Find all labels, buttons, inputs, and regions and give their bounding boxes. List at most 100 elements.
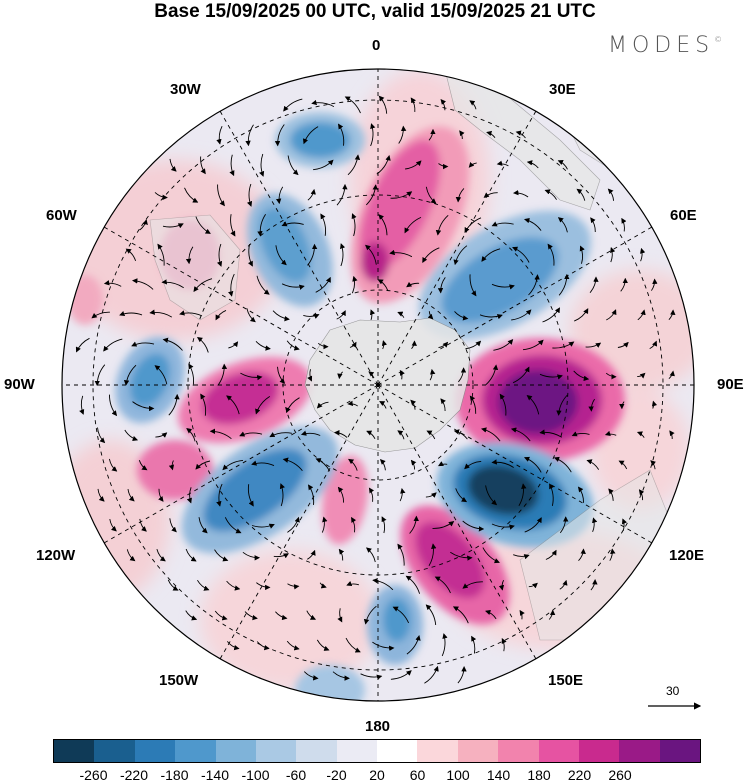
wind-vector-arrow	[154, 192, 168, 201]
wind-vector-arrow	[259, 153, 265, 177]
wind-vector-arrow	[424, 665, 439, 684]
wind-vector-arrow	[405, 575, 421, 594]
colorbar-tick-label: -140	[200, 767, 230, 783]
wind-vector-arrow	[269, 432, 292, 438]
wind-vector-arrow	[195, 460, 211, 470]
wind-vector-arrow	[198, 517, 208, 534]
wind-vector-arrow	[300, 430, 321, 436]
wind-vector-arrow	[590, 579, 598, 591]
wind-vector-arrow	[485, 485, 498, 506]
wind-vector-arrow	[574, 308, 589, 322]
wind-vector-arrow	[251, 460, 275, 467]
wind-vector-arrow	[307, 243, 318, 266]
wind-vector-arrow	[230, 214, 236, 237]
wind-vector-arrow	[321, 516, 328, 533]
wind-vector-arrow	[229, 154, 235, 177]
map-boundary	[61, 68, 695, 702]
wind-vector-arrow	[425, 492, 437, 498]
wind-vector-arrow	[485, 609, 497, 620]
wind-vector-arrow	[245, 124, 254, 147]
wind-vector-arrow	[239, 431, 263, 437]
wind-vector-arrow	[491, 283, 515, 290]
wind-vector-arrow	[103, 338, 123, 352]
wind-vector-arrow	[256, 641, 270, 651]
wind-vector-arrow	[275, 611, 288, 621]
wind-vector-arrow	[338, 548, 345, 561]
wind-vector-arrow	[351, 213, 357, 237]
wind-vector-arrow	[440, 398, 446, 412]
wind-vector-arrow	[340, 243, 346, 267]
colorbar-swatch	[659, 740, 700, 762]
colorbar	[53, 739, 701, 763]
wind-vector-arrow	[399, 369, 405, 380]
wind-vector-arrow	[378, 95, 388, 114]
wind-vector-arrow	[620, 277, 628, 292]
lon-label-150e: 150E	[548, 672, 584, 689]
wind-vector-arrow	[471, 635, 477, 654]
wind-vector-arrow	[437, 277, 446, 294]
wind-vector-arrow	[197, 579, 210, 591]
wind-vector-arrow	[559, 579, 568, 590]
wind-vector-arrow	[334, 429, 348, 438]
wind-vector-arrow	[246, 183, 253, 207]
wind-vector-arrow	[422, 247, 440, 263]
wind-vector-arrow	[240, 372, 263, 381]
wind-vector-arrow	[397, 543, 405, 566]
wind-vector-arrow	[512, 366, 530, 384]
wind-vector-arrow	[287, 155, 299, 176]
wind-vector-arrow	[513, 189, 529, 198]
colorbar-tick-label: -20	[326, 767, 347, 783]
wind-vector-arrow	[348, 458, 358, 471]
wind-vector-arrow	[498, 579, 505, 591]
wind-vector-arrow	[650, 460, 657, 470]
wind-vector-arrow	[315, 458, 331, 472]
wind-vector-arrow	[450, 551, 473, 561]
colorbar-swatch	[255, 740, 297, 762]
wind-vector-arrow	[366, 430, 376, 440]
wind-vector-arrow	[406, 281, 420, 288]
wind-vector-arrow	[279, 483, 285, 507]
wind-vector-arrow	[621, 518, 627, 531]
wind-vector-arrow	[228, 341, 239, 349]
wind-vector-arrow	[158, 488, 164, 502]
colorbar-swatch	[215, 740, 256, 762]
wind-vector-arrow	[482, 547, 500, 564]
wind-vector-arrow	[604, 430, 617, 436]
wind-vector-arrow	[425, 186, 437, 204]
wind-vector-arrow	[459, 130, 465, 140]
colorbar-swatch	[457, 740, 499, 762]
wind-vector-arrow	[409, 515, 419, 534]
wind-vector-arrow	[316, 401, 329, 409]
wind-vector-arrow	[501, 637, 507, 652]
wind-vector-arrow	[214, 610, 228, 621]
wind-vector-arrow	[275, 245, 287, 266]
wind-vector-arrow	[169, 158, 177, 172]
brand-text: MODES	[608, 33, 715, 58]
wind-vector-arrow	[390, 670, 412, 680]
wind-vector-arrow	[617, 341, 629, 348]
wind-vector-arrow	[609, 548, 616, 561]
wind-vector-arrow	[524, 217, 542, 231]
lon-label-30w: 30W	[170, 81, 201, 98]
wind-vector-arrow	[216, 243, 223, 267]
colorbar-tick-label: 260	[608, 767, 632, 783]
wind-vector-arrow	[336, 183, 348, 206]
wind-vector-arrow	[464, 217, 482, 233]
wind-vector-arrow	[332, 671, 350, 681]
wind-vector-arrow	[428, 543, 437, 567]
wind-vector-arrow	[186, 487, 192, 504]
wind-vector-arrow	[590, 217, 596, 233]
colorbar-tick-label: 20	[369, 767, 385, 783]
wind-vector-arrow	[381, 340, 388, 350]
wind-vector-arrow	[108, 458, 118, 472]
wind-vector-arrow	[244, 611, 258, 621]
colorbar-swatch	[336, 740, 377, 762]
wind-vector-arrow	[277, 366, 286, 384]
wind-vector-arrow	[246, 308, 256, 323]
wind-vector-arrow	[512, 246, 530, 263]
wind-vector-arrow	[469, 395, 477, 414]
colorbar-tick-label: 140	[486, 767, 511, 783]
wind-vector-arrow	[559, 516, 569, 534]
wind-vector-arrow	[651, 400, 658, 409]
wind-vector-arrow	[511, 309, 532, 321]
